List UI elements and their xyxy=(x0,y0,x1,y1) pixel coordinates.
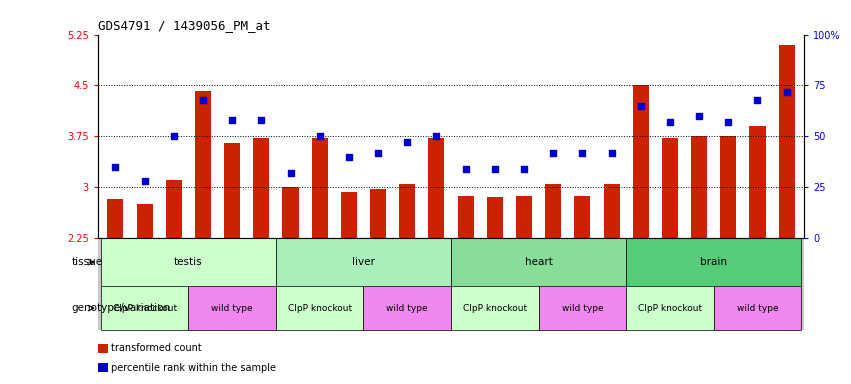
Bar xyxy=(487,197,503,238)
Text: ClpP knockout: ClpP knockout xyxy=(463,304,527,313)
Text: brain: brain xyxy=(700,257,728,267)
Text: ClpP knockout: ClpP knockout xyxy=(112,304,177,313)
Text: wild type: wild type xyxy=(386,304,428,313)
Bar xyxy=(283,187,299,238)
Bar xyxy=(451,238,626,286)
Bar xyxy=(545,184,561,238)
Text: genotype/variation: genotype/variation xyxy=(71,303,171,313)
Text: transformed count: transformed count xyxy=(111,343,202,353)
Point xyxy=(517,166,531,172)
Text: tissue: tissue xyxy=(71,257,103,267)
Text: GDS4791 / 1439056_PM_at: GDS4791 / 1439056_PM_at xyxy=(98,19,271,32)
Bar xyxy=(720,136,736,238)
Text: liver: liver xyxy=(352,257,375,267)
Bar xyxy=(107,199,123,238)
Point xyxy=(634,103,648,109)
Bar xyxy=(779,45,795,238)
Point xyxy=(663,119,677,125)
Bar xyxy=(188,286,276,330)
Bar xyxy=(633,86,648,238)
Bar xyxy=(451,286,539,330)
Bar xyxy=(539,286,626,330)
Bar xyxy=(428,138,444,238)
Bar xyxy=(626,238,802,286)
Bar xyxy=(276,238,451,286)
Point xyxy=(196,97,209,103)
Text: wild type: wild type xyxy=(737,304,779,313)
Point xyxy=(751,97,764,103)
Bar xyxy=(399,184,415,238)
Bar xyxy=(714,286,802,330)
Text: testis: testis xyxy=(174,257,203,267)
Point xyxy=(342,154,356,160)
Text: percentile rank within the sample: percentile rank within the sample xyxy=(111,363,276,373)
Point xyxy=(138,178,151,184)
Bar xyxy=(311,138,328,238)
Point xyxy=(283,170,297,176)
Point xyxy=(254,117,268,123)
Point xyxy=(430,133,443,139)
Point xyxy=(722,119,735,125)
Bar xyxy=(136,204,152,238)
Bar xyxy=(195,91,211,238)
Point xyxy=(226,117,239,123)
Point xyxy=(780,88,793,94)
Bar xyxy=(254,138,269,238)
Bar xyxy=(662,138,678,238)
Bar xyxy=(516,196,532,238)
Bar xyxy=(750,126,766,238)
Point xyxy=(605,149,619,156)
Bar xyxy=(100,286,188,330)
Point xyxy=(546,149,560,156)
Point xyxy=(488,166,501,172)
Bar xyxy=(341,192,357,238)
Text: heart: heart xyxy=(525,257,552,267)
Text: wild type: wild type xyxy=(211,304,253,313)
Point xyxy=(313,133,327,139)
Bar xyxy=(603,184,620,238)
Point xyxy=(401,139,414,146)
Point xyxy=(167,133,180,139)
Bar xyxy=(458,196,474,238)
Text: ClpP knockout: ClpP knockout xyxy=(288,304,351,313)
Bar xyxy=(370,189,386,238)
Bar xyxy=(363,286,451,330)
Bar xyxy=(166,180,182,238)
Text: wild type: wild type xyxy=(562,304,603,313)
Bar xyxy=(100,238,276,286)
Point xyxy=(459,166,472,172)
Bar xyxy=(224,143,240,238)
Text: ClpP knockout: ClpP knockout xyxy=(638,304,702,313)
Point xyxy=(109,164,123,170)
Point xyxy=(371,149,385,156)
Bar xyxy=(276,286,363,330)
Point xyxy=(575,149,589,156)
Bar xyxy=(691,136,707,238)
Bar xyxy=(626,286,714,330)
Bar xyxy=(574,196,591,238)
Point xyxy=(693,113,706,119)
